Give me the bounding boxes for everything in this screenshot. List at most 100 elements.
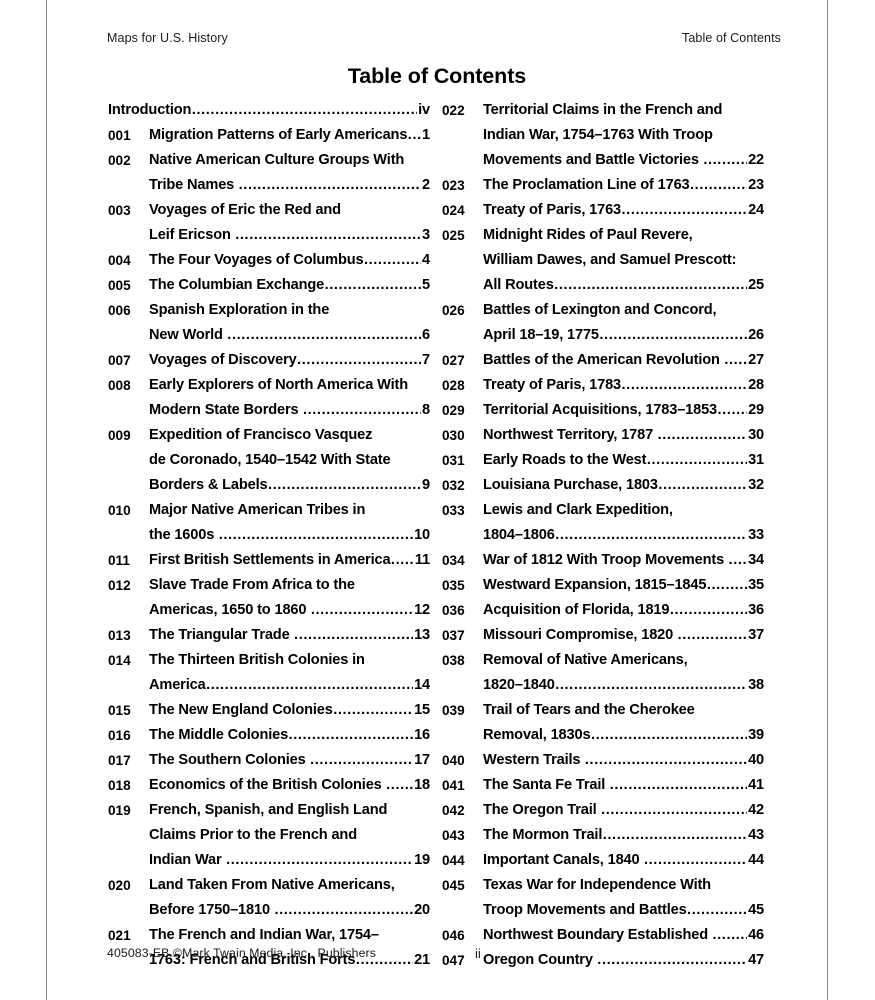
dot-leader: ........................................… bbox=[294, 627, 413, 643]
toc-entry-body: The Mormon Trail........................… bbox=[483, 823, 764, 848]
toc-entry[interactable]: 016 The Middle Colonies..................… bbox=[108, 723, 430, 748]
dot-leader: ........................................… bbox=[386, 777, 412, 793]
toc-entry[interactable]: 018 Economics of the British Colonies....… bbox=[108, 773, 430, 798]
toc-entry-last-line: 1820–1840...............................… bbox=[483, 673, 764, 698]
toc-entry[interactable]: 012 Slave Trade From Africa to the America… bbox=[108, 573, 430, 623]
toc-entry-line: de Coronado, 1540–1542 With State bbox=[149, 452, 391, 468]
toc-entry-body: Early Roads to the West.................… bbox=[483, 448, 764, 473]
toc-entry-last-line: New World...............................… bbox=[149, 323, 430, 348]
toc-entry-page-number: 34 bbox=[748, 552, 764, 568]
toc-entry[interactable]: 023 The Proclamation Line of 1763........… bbox=[442, 173, 764, 198]
toc-entry[interactable]: 037 Missouri Compromise, 1820............… bbox=[442, 623, 764, 648]
toc-entry-last-line: Northwest Territory, 1787...............… bbox=[483, 423, 764, 448]
toc-entry-page-number: 39 bbox=[748, 727, 764, 743]
toc-entry[interactable]: 038 Removal of Native Americans, 1820–1840… bbox=[442, 648, 764, 698]
toc-entry[interactable]: 014 The Thirteen British Colonies in Ameri… bbox=[108, 648, 430, 698]
toc-entry-body: The Thirteen British Colonies in America.… bbox=[149, 648, 430, 698]
toc-entry[interactable]: 046 Northwest Boundary Established.......… bbox=[442, 923, 764, 948]
toc-entry-page-number: 32 bbox=[748, 477, 764, 493]
dot-leader: ........................................… bbox=[226, 852, 413, 868]
toc-entry-title: All Routes bbox=[483, 277, 554, 293]
toc-entry[interactable]: 027 Battles of the American Revolution...… bbox=[442, 348, 764, 373]
toc-entry-page-number: 1 bbox=[422, 127, 430, 143]
toc-entry[interactable]: 034 War of 1812 With Troop Movements.....… bbox=[442, 548, 764, 573]
toc-entry-number: 004 bbox=[108, 253, 131, 268]
toc-entry-number: 010 bbox=[108, 503, 131, 518]
toc-entry[interactable]: 033 Lewis and Clark Expedition, 1804–1806.… bbox=[442, 498, 764, 548]
dot-leader: ........................................… bbox=[355, 952, 413, 968]
toc-entry-body: First British Settlements in America....… bbox=[149, 548, 430, 573]
toc-entry[interactable]: 040 Western Trails.......................… bbox=[442, 748, 764, 773]
toc-entry[interactable]: 043 The Mormon Trail.....................… bbox=[442, 823, 764, 848]
toc-entry-last-line: Indian War..............................… bbox=[149, 848, 430, 873]
toc-entry[interactable]: 026 Battles of Lexington and Concord, Apri… bbox=[442, 298, 764, 348]
toc-entry[interactable]: 022 Territorial Claims in the French and I… bbox=[442, 98, 764, 173]
toc-entry[interactable]: 004 The Four Voyages of Columbus.........… bbox=[108, 248, 430, 273]
dot-leader: ........................................… bbox=[728, 552, 747, 568]
toc-entry[interactable]: 042 The Oregon Trail.....................… bbox=[442, 798, 764, 823]
toc-entry[interactable]: 035 Westward Expansion, 1815–1845........… bbox=[442, 573, 764, 598]
toc-entry[interactable]: 005 The Columbian Exchange...............… bbox=[108, 273, 430, 298]
toc-entry-last-line: Early Roads to the West.................… bbox=[483, 448, 764, 473]
toc-entry[interactable]: 002 Native American Culture Groups With Tr… bbox=[108, 148, 430, 198]
toc-entry-number: 025 bbox=[442, 228, 465, 243]
toc-entry-title: Before 1750–1810 bbox=[149, 902, 270, 918]
toc-entry-page-number: 14 bbox=[414, 677, 430, 693]
toc-entry-title: The Four Voyages of Columbus bbox=[149, 252, 364, 268]
toc-entry[interactable]: 007 Voyages of Discovery.................… bbox=[108, 348, 430, 373]
toc-entry[interactable]: 036 Acquisition of Florida, 1819.........… bbox=[442, 598, 764, 623]
toc-entry[interactable]: 009 Expedition of Francisco Vasquez de Cor… bbox=[108, 423, 430, 498]
dot-leader: ........................................… bbox=[297, 352, 421, 368]
toc-entry[interactable]: 030 Northwest Territory, 1787............… bbox=[442, 423, 764, 448]
toc-entry[interactable]: 032 Louisiana Purchase, 1803.............… bbox=[442, 473, 764, 498]
toc-entry[interactable]: 039 Trail of Tears and the Cherokee Remova… bbox=[442, 698, 764, 748]
toc-entry[interactable]: 003 Voyages of Eric the Red and Leif Erics… bbox=[108, 198, 430, 248]
toc-entry[interactable]: Introduction............................… bbox=[108, 98, 430, 123]
toc-entry-title: Territorial Acquisitions, 1783–1853 bbox=[483, 402, 718, 418]
toc-entry[interactable]: 001 Migration Patterns of Early Americans… bbox=[108, 123, 430, 148]
toc-entry-title: Early Roads to the West bbox=[483, 452, 647, 468]
toc-entry-number: 023 bbox=[442, 178, 465, 193]
toc-entry[interactable]: 010 Major Native American Tribes in the 16… bbox=[108, 498, 430, 548]
toc-entry-body: Westward Expansion, 1815–1845...........… bbox=[483, 573, 764, 598]
toc-entry[interactable]: 028 Treaty of Paris, 1783................… bbox=[442, 373, 764, 398]
toc-entry-number: 042 bbox=[442, 803, 465, 818]
toc-entry[interactable]: 029 Territorial Acquisitions, 1783–1853..… bbox=[442, 398, 764, 423]
toc-entry-page-number: 45 bbox=[748, 902, 764, 918]
toc-entry[interactable]: 025 Midnight Rides of Paul Revere, William… bbox=[442, 223, 764, 298]
toc-entry[interactable]: 017 The Southern Colonies................… bbox=[108, 748, 430, 773]
toc-entry-number: 040 bbox=[442, 753, 465, 768]
toc-entry-number: 034 bbox=[442, 553, 465, 568]
toc-entry[interactable]: 015 The New England Colonies.............… bbox=[108, 698, 430, 723]
toc-entry[interactable]: 008 Early Explorers of North America With… bbox=[108, 373, 430, 423]
toc-entry[interactable]: 021 The French and Indian War, 1754– 1763:… bbox=[108, 923, 430, 973]
toc-entry[interactable]: 045 Texas War for Independence With Troop … bbox=[442, 873, 764, 923]
toc-entry-number: 020 bbox=[108, 878, 131, 893]
toc-entry[interactable]: 011 First British Settlements in America.… bbox=[108, 548, 430, 573]
toc-entry[interactable]: 020 Land Taken From Native Americans, Befo… bbox=[108, 873, 430, 923]
toc-entry-number: 044 bbox=[442, 853, 465, 868]
toc-entry-last-line: Treaty of Paris, 1783...................… bbox=[483, 373, 764, 398]
toc-entry[interactable]: 047 Oregon Country.......................… bbox=[442, 948, 764, 973]
toc-entry-line: Removal of Native Americans, bbox=[483, 652, 688, 668]
dot-leader: ........................................… bbox=[238, 177, 421, 193]
dot-leader: ........................................… bbox=[717, 402, 747, 418]
toc-entry[interactable]: 041 The Santa Fe Trail...................… bbox=[442, 773, 764, 798]
toc-entry-page-number: 15 bbox=[414, 702, 430, 718]
toc-entry[interactable]: 013 The Triangular Trade.................… bbox=[108, 623, 430, 648]
toc-entry-title: The Columbian Exchange bbox=[149, 277, 325, 293]
toc-entry[interactable]: 019 French, Spanish, and English Land Clai… bbox=[108, 798, 430, 873]
toc-entry[interactable]: 044 Important Canals, 1840...............… bbox=[442, 848, 764, 873]
toc-entry-title: April 18–19, 1775 bbox=[483, 327, 599, 343]
toc-entry-last-line: Leif Ericson............................… bbox=[149, 223, 430, 248]
toc-entry[interactable]: 031 Early Roads to the West..............… bbox=[442, 448, 764, 473]
toc-entry[interactable]: 024 Treaty of Paris, 1763................… bbox=[442, 198, 764, 223]
toc-entry-line: The Thirteen British Colonies in bbox=[149, 652, 365, 668]
toc-entry-number: 036 bbox=[442, 603, 465, 618]
toc-entry-last-line: The Middle Colonies.....................… bbox=[149, 723, 430, 748]
toc-entry[interactable]: 006 Spanish Exploration in the New World..… bbox=[108, 298, 430, 348]
toc-entry-last-line: All Routes..............................… bbox=[483, 273, 764, 298]
toc-entry-last-line: Removal, 1830s..........................… bbox=[483, 723, 764, 748]
toc-entry-body: The Proclamation Line of 1763...........… bbox=[483, 173, 764, 198]
toc-entry-number: 006 bbox=[108, 303, 131, 318]
